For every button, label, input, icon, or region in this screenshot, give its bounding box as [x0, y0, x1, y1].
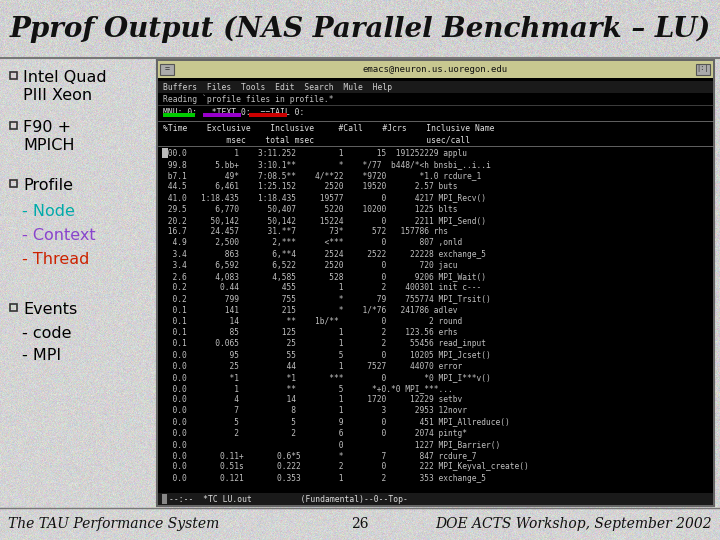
Text: 0.0          5           5         9        0       451 MPI_Allreduce(): 0.0 5 5 9 0 451 MPI_Allreduce() [163, 417, 510, 427]
Text: emacs@neuron.us.uoregon.edu: emacs@neuron.us.uoregon.edu [363, 64, 508, 73]
Text: - code: - code [22, 326, 71, 341]
Text: 0.0          7           8         1        3      2953 12novr: 0.0 7 8 1 3 2953 12novr [163, 407, 467, 415]
Text: Buffers  Files  Tools  Edit  Search  Mule  Help: Buffers Files Tools Edit Search Mule Hel… [163, 83, 392, 91]
Text: 0.0         *1          *1       ***        0        *0 MPI_I***v(): 0.0 *1 *1 *** 0 *0 MPI_I***v() [163, 373, 491, 382]
Text: |:|: |:| [697, 65, 709, 72]
Text: 99.8      5.bb+    3:10.1**         *    */77  b448/*<h bnsbi_..i..i: 99.8 5.bb+ 3:10.1** * */77 b448/*<h bnsb… [163, 160, 491, 169]
Bar [158, 61, 713, 78]
Text: 0.2        799         755         *       79    755774 MPI_Trsit(): 0.2 799 755 * 79 755774 MPI_Trsit() [163, 294, 491, 303]
Text: b7.1        49*    7:08.5**    4/**22    *9720       *1.0 rcdure_1: b7.1 49* 7:08.5** 4/**22 *9720 *1.0 rcdu… [163, 171, 481, 180]
Text: 0.0       0.121       0.353        1        2       353 exchange_5: 0.0 0.121 0.353 1 2 353 exchange_5 [163, 474, 486, 483]
Text: 0.1        141         215         *    1/*76   241786 adlev: 0.1 141 215 * 1/*76 241786 adlev [163, 306, 457, 315]
Text: DOE ACTS Workshop, September 2002: DOE ACTS Workshop, September 2002 [436, 517, 712, 531]
Text: 0.1         85         125         1        2    123.56 erhs: 0.1 85 125 1 2 123.56 erhs [163, 328, 457, 337]
Text: 0.0                                0               1227 MPI_Barrier(): 0.0 0 1227 MPI_Barrier() [163, 440, 500, 449]
Text: 29.5      6,770      50,407      5220    10200      1225 blts: 29.5 6,770 50,407 5220 10200 1225 blts [163, 205, 457, 214]
Text: 100.0          1    3:11.252         1       15  191252229 applu: 100.0 1 3:11.252 1 15 191252229 applu [163, 149, 467, 158]
Bar [158, 81, 713, 93]
Bar [162, 494, 167, 504]
Text: --:--  *TC LU.out          (Fundamental)--0--Top-: --:-- *TC LU.out (Fundamental)--0--Top- [169, 495, 408, 503]
Text: Pprof Output (NAS Parallel Benchmark – LU): Pprof Output (NAS Parallel Benchmark – L… [9, 15, 711, 43]
Text: - Thread: - Thread [22, 252, 89, 267]
Text: %Time    Exclusive    Inclusive     #Call    #Jcrs    Inclusive Name: %Time Exclusive Inclusive #Call #Jcrs In… [163, 124, 495, 133]
Text: 44.5      6,461    1:25.152      2520    19520      2.57 buts: 44.5 6,461 1:25.152 2520 19520 2.57 buts [163, 183, 457, 191]
Text: 41.0   1:18.435    1:18.435     19577        0      4217 MPI_Recv(): 41.0 1:18.435 1:18.435 19577 0 4217 MPI_… [163, 194, 486, 202]
Bar [163, 113, 195, 117]
Text: - MPI: - MPI [22, 348, 61, 363]
Bar [0, 0, 720, 58]
Text: - Node: - Node [22, 204, 75, 219]
Text: Reading `profile files in profile.*: Reading `profile files in profile.* [163, 95, 333, 105]
Text: MNU: 0;   *TEXT 0:  ==TAIL 0:: MNU: 0; *TEXT 0: ==TAIL 0: [163, 108, 305, 117]
Text: F90 +
MPICH: F90 + MPICH [23, 120, 74, 153]
Text: Profile: Profile [23, 178, 73, 193]
Text: Intel Quad
PIII Xeon: Intel Quad PIII Xeon [23, 70, 107, 103]
Bar [203, 113, 241, 117]
Text: 0.0         25          44         1     7527     44070 error: 0.0 25 44 1 7527 44070 error [163, 362, 462, 370]
Text: 2.6      4,083       4,585       528        0      9206 MPI_Wait(): 2.6 4,083 4,585 528 0 9206 MPI_Wait() [163, 272, 486, 281]
Text: msec    total msec                       usec/call: msec total msec usec/call [163, 136, 470, 145]
Text: 16.7     24.457      31.**7       73*      572   157786 rhs: 16.7 24.457 31.**7 73* 572 157786 rhs [163, 227, 448, 236]
Text: 0.0       0.51s       0.222        2        0       222 MPI_Keyval_create(): 0.0 0.51s 0.222 2 0 222 MPI_Keyval_creat… [163, 462, 528, 471]
Bar [157, 60, 714, 506]
Text: 0.0          2           2         6        0      2074 pintg*: 0.0 2 2 6 0 2074 pintg* [163, 429, 467, 438]
Bar [10, 72, 17, 79]
Bar [158, 493, 713, 505]
Text: 0.1      0.065          25         1        2     55456 read_input: 0.1 0.065 25 1 2 55456 read_input [163, 339, 486, 348]
Bar [249, 113, 287, 117]
Text: 0.0          4          14         1     1720     12229 setbv: 0.0 4 14 1 1720 12229 setbv [163, 395, 462, 404]
Text: 20.2     50,142      50,142     15224        0      2211 MPI_Send(): 20.2 50,142 50,142 15224 0 2211 MPI_Send… [163, 216, 486, 225]
Bar [10, 180, 17, 187]
Bar [158, 78, 713, 505]
Text: Events: Events [23, 302, 77, 317]
Text: =: = [164, 64, 169, 73]
Bar [10, 122, 17, 129]
Text: 4.9      2,500       2,***      <***        0       807 ,onld: 4.9 2,500 2,*** <*** 0 807 ,onld [163, 238, 462, 247]
Bar [160, 64, 174, 75]
Text: - Context: - Context [22, 228, 96, 243]
Bar [162, 148, 168, 158]
Text: 3.4      6,592       6,522      2520        0       720 jacu: 3.4 6,592 6,522 2520 0 720 jacu [163, 261, 457, 270]
Text: 26: 26 [351, 517, 369, 531]
Text: 0.1         14          **    1b/**         0         2 round: 0.1 14 ** 1b/** 0 2 round [163, 317, 462, 326]
Bar [696, 64, 710, 75]
Text: 0.0          1          **         5      *+0.*0 MPI_***...: 0.0 1 ** 5 *+0.*0 MPI_***... [163, 384, 453, 393]
Text: 3.4        863       6,**4      2524     2522     22228 exchange_5: 3.4 863 6,**4 2524 2522 22228 exchange_5 [163, 249, 486, 259]
Text: 0.0         95          55         5        0     10205 MPI_Jcset(): 0.0 95 55 5 0 10205 MPI_Jcset() [163, 350, 491, 360]
Text: 0.2       0.44         455         1        2    400301 init c---: 0.2 0.44 455 1 2 400301 init c--- [163, 283, 481, 292]
Bar [10, 304, 17, 311]
Text: The TAU Performance System: The TAU Performance System [8, 517, 220, 531]
Text: 0.0       0.11+       0.6*5        *        7       847 rcdure_7: 0.0 0.11+ 0.6*5 * 7 847 rcdure_7 [163, 451, 477, 460]
